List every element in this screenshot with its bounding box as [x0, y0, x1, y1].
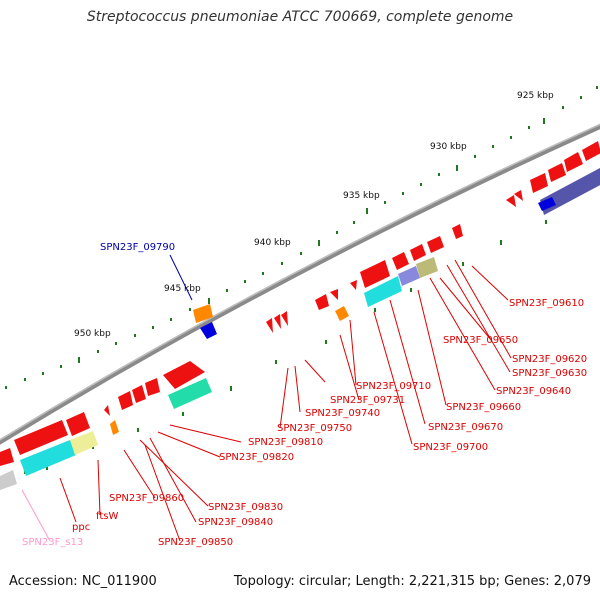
gene-arrow — [410, 244, 426, 261]
gene-arrow — [514, 190, 523, 201]
gene-box-orange-small — [335, 306, 349, 321]
gene-label-09710: SPN23F_09710 — [356, 381, 431, 392]
gene-label-09610: SPN23F_09610 — [509, 298, 584, 309]
gene-arrow — [392, 252, 409, 270]
gene-arrow — [266, 318, 273, 333]
leader-line-blue — [169, 254, 193, 301]
gene-arrow — [360, 260, 390, 288]
gene-label-09630: SPN23F_09630 — [512, 368, 587, 379]
gene-label-09860: SPN23F_09860 — [109, 493, 184, 504]
gene-box-blue — [200, 322, 217, 339]
gene-label-09700: SPN23F_09700 — [413, 442, 488, 453]
leader-line-pink — [21, 489, 51, 542]
scale-label-950: 950 kbp — [74, 329, 111, 339]
gene-arrow — [274, 314, 281, 329]
gene-box-cyan-large — [20, 440, 76, 476]
accession-text: Accession: NC_011900 — [9, 574, 157, 589]
gene-label-09731: SPN23F_09731 — [330, 395, 405, 406]
reverse-genes — [0, 168, 600, 490]
leader-lines — [59, 259, 512, 542]
scale-label-940: 940 kbp — [254, 238, 291, 248]
gene-box-lavender — [398, 266, 420, 286]
gene-label-ftsW: ftsW — [96, 511, 118, 522]
gene-arrow — [163, 361, 205, 389]
forward-genes — [0, 141, 600, 466]
gene-label-09660: SPN23F_09660 — [446, 402, 521, 413]
gene-arrow — [281, 311, 288, 326]
gene-arrow — [0, 448, 14, 466]
gene-label-09820: SPN23F_09820 — [219, 452, 294, 463]
gene-arrow — [330, 289, 338, 300]
gene-arrow — [315, 294, 329, 310]
gene-box-blue-small — [538, 197, 556, 211]
gene-label-s13: SPN23F_s13 — [22, 537, 83, 548]
gene-arrow — [548, 163, 566, 182]
gene-label-09620: SPN23F_09620 — [512, 354, 587, 365]
gene-box-orange — [193, 304, 213, 323]
gene-arrow — [132, 385, 146, 403]
inner-ticks — [24, 220, 547, 474]
gene-arrow — [582, 141, 600, 161]
scale-label-925: 925 kbp — [517, 91, 554, 101]
gene-arrow — [564, 152, 583, 172]
genome-summary-text: Topology: circular; Length: 2,221,315 bp… — [233, 574, 591, 589]
gene-label-09740: SPN23F_09740 — [305, 408, 380, 419]
gene-label-09670: SPN23F_09670 — [428, 422, 503, 433]
gene-box-cyan — [364, 276, 402, 307]
gene-label-09640: SPN23F_09640 — [496, 386, 571, 397]
gene-box-yellow — [70, 431, 98, 455]
gene-label-09650: SPN23F_09650 — [443, 335, 518, 346]
gene-box-teal — [168, 378, 212, 409]
gene-label-09850: SPN23F_09850 — [158, 537, 233, 548]
gene-arrow — [350, 280, 357, 290]
genome-backbone — [0, 123, 600, 445]
gene-label-09790: SPN23F_09790 — [100, 242, 175, 253]
gene-arrow — [66, 412, 90, 436]
gene-arrow — [506, 195, 516, 207]
scale-label-945: 945 kbp — [164, 284, 201, 294]
gene-label-09830: SPN23F_09830 — [208, 502, 283, 513]
gene-label-09810: SPN23F_09810 — [248, 437, 323, 448]
scale-label-935: 935 kbp — [343, 191, 380, 201]
gene-arrow — [118, 391, 133, 410]
gene-label-09750: SPN23F_09750 — [277, 423, 352, 434]
gene-box-khaki — [416, 257, 438, 278]
gene-label-09840: SPN23F_09840 — [198, 517, 273, 528]
scale-label-930: 930 kbp — [430, 142, 467, 152]
gene-box-orange-tiny — [110, 420, 119, 435]
gene-arrow — [145, 378, 160, 396]
map-title: Streptococcus pneumoniae ATCC 700669, co… — [86, 9, 514, 25]
gene-arrow — [104, 405, 110, 416]
gene-arrow — [452, 224, 463, 239]
gene-arrow — [530, 173, 548, 193]
gene-label-ppc: ppc — [72, 522, 90, 533]
scale-ticks — [5, 86, 598, 389]
gene-arrow — [427, 236, 444, 253]
gene-box-gray — [0, 470, 17, 490]
gene-arrow — [14, 420, 68, 455]
